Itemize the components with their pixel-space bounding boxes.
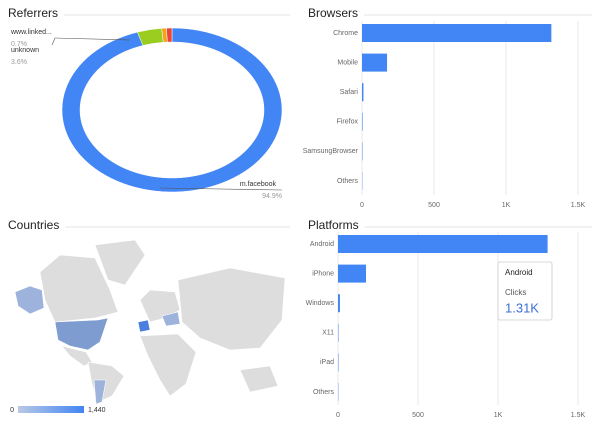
x-tick-label: 0 [336, 412, 340, 419]
x-tick-label: 1K [494, 412, 503, 419]
bar [362, 24, 552, 42]
y-tick-label: Mobile [337, 59, 358, 66]
donut-slice [166, 27, 173, 43]
x-tick-label: 1.5K [571, 412, 586, 419]
y-tick-label: Others [337, 178, 359, 185]
panel-title: Platforms [308, 218, 359, 232]
y-tick-label: iPhone [312, 270, 334, 277]
leader-line [159, 187, 283, 191]
panel-title: Referrers [8, 6, 58, 20]
east-europe [161, 311, 181, 327]
bar [338, 264, 366, 283]
slice-label: unknown [11, 47, 39, 54]
alaska [14, 285, 45, 315]
y-tick-label: Safari [340, 89, 359, 96]
color-scale-min: 0 [10, 407, 14, 414]
tooltip-title: Android [505, 268, 533, 277]
bar [362, 53, 388, 72]
x-tick-label: 500 [412, 412, 424, 419]
y-tick-label: Android [310, 241, 334, 248]
tooltip-box [497, 261, 553, 321]
x-tick-label: 1K [502, 202, 511, 209]
argentina [93, 379, 107, 405]
color-scale [18, 406, 84, 413]
y-tick-label: X11 [322, 330, 334, 337]
slice-value: 3.6% [11, 59, 27, 66]
slice-value: 0.7% [11, 41, 27, 48]
spain [137, 319, 151, 333]
bar [338, 294, 340, 313]
greenland [94, 239, 146, 286]
bar [338, 235, 548, 253]
africa [139, 333, 197, 397]
canada [39, 254, 119, 323]
y-tick-label: Firefox [337, 119, 359, 126]
tooltip-value: 1.31K [505, 300, 539, 315]
x-tick-label: 1.5K [571, 202, 586, 209]
leader-line [51, 37, 56, 46]
y-tick-label: Chrome [333, 30, 358, 37]
color-scale-max: 1,440 [88, 407, 106, 414]
y-tick-label: iPad [320, 359, 334, 366]
x-tick-label: 500 [428, 202, 440, 209]
x-tick-label: 0 [360, 202, 364, 209]
slice-label: www.linked... [10, 29, 52, 36]
donut-slice [61, 27, 283, 193]
bar [362, 112, 363, 131]
asia [177, 267, 286, 351]
world-map [14, 239, 286, 405]
y-tick-label: SamsungBrowser [303, 148, 359, 155]
slice-value: 94.9% [262, 193, 282, 200]
central-america [61, 345, 93, 367]
panel-title: Browsers [308, 6, 358, 20]
y-tick-label: Others [313, 389, 335, 396]
y-tick-label: Windows [306, 300, 335, 307]
tooltip-label: Clicks [505, 288, 526, 297]
usa [54, 317, 109, 351]
slice-label: m.facebook [240, 181, 277, 188]
bar [362, 83, 364, 102]
south-america [87, 361, 125, 403]
panel-title: Countries [8, 218, 59, 232]
australia [239, 365, 279, 393]
leader-line [54, 37, 131, 41]
